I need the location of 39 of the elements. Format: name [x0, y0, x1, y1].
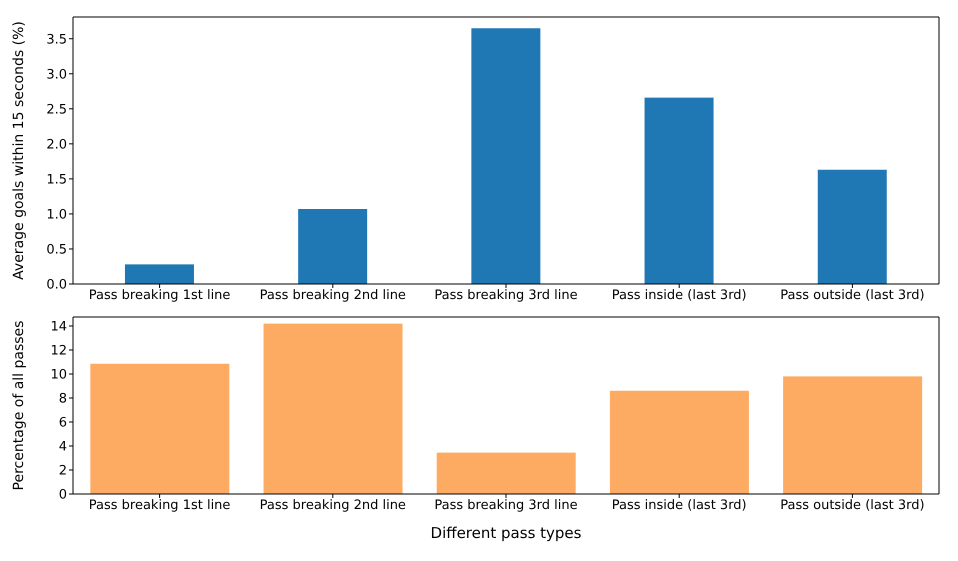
bar	[471, 28, 540, 284]
bar	[610, 390, 749, 494]
y-tick-label: 1.5	[46, 172, 67, 188]
y-tick-label: 8	[58, 392, 67, 407]
x-tick-label: Pass inside (last 3rd)	[612, 288, 747, 304]
x-tick-label: Pass breaking 1st line	[88, 288, 230, 304]
bar	[264, 324, 403, 494]
y-tick-label: 0.5	[46, 242, 67, 258]
x-tick-label: Pass breaking 2nd line	[260, 288, 406, 304]
y-tick-label: 10	[50, 368, 67, 383]
y-axis-title: Average goals within 15 seconds (%)	[10, 21, 27, 280]
y-tick-label: 2	[58, 464, 67, 479]
y-tick-label: 4	[58, 440, 67, 455]
bar	[644, 98, 714, 284]
x-tick-label: Pass breaking 3rd line	[434, 498, 578, 514]
y-tick-label: 0	[58, 488, 67, 503]
y-tick-label: 3.5	[46, 32, 67, 48]
x-tick-label: Pass outside (last 3rd)	[780, 288, 925, 304]
y-tick-label: 12	[50, 344, 67, 359]
x-tick-label: Pass breaking 1st line	[88, 498, 230, 514]
x-tick-label: Pass inside (last 3rd)	[612, 498, 747, 514]
x-tick-label: Pass outside (last 3rd)	[780, 498, 925, 514]
bar	[298, 209, 368, 284]
y-tick-label: 3.0	[46, 67, 67, 82]
bar	[124, 264, 194, 284]
bar	[436, 452, 576, 494]
x-tick-label: Pass breaking 2nd line	[260, 498, 406, 514]
bar	[818, 170, 887, 284]
y-tick-label: 2.5	[46, 102, 67, 118]
bar	[90, 364, 230, 494]
y-tick-label: 6	[58, 416, 67, 431]
x-axis-title: Different pass types	[430, 524, 582, 542]
x-tick-label: Pass breaking 3rd line	[434, 288, 578, 304]
y-tick-label: 2.0	[46, 137, 67, 152]
y-tick-label: 1.0	[46, 208, 67, 223]
y-axis-title: Percentage of all passes	[10, 320, 27, 490]
y-tick-label: 0.0	[46, 278, 67, 293]
bar	[783, 376, 922, 494]
y-tick-label: 14	[50, 320, 67, 335]
